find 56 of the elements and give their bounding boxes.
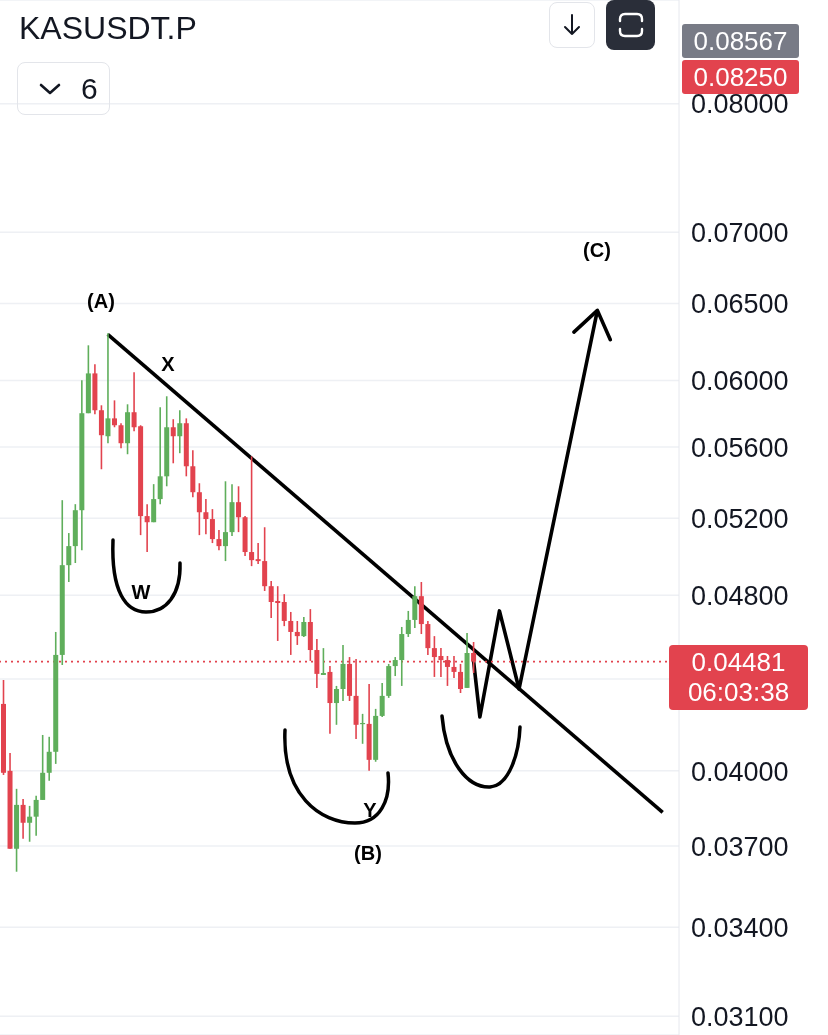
candlestick bbox=[118, 422, 124, 449]
candlestick bbox=[20, 798, 26, 840]
candlestick bbox=[222, 480, 228, 562]
candlestick bbox=[209, 508, 215, 544]
annotation: Y bbox=[363, 799, 377, 821]
candlestick bbox=[458, 663, 464, 694]
dropdown-button: 6 bbox=[17, 62, 110, 115]
candlestick bbox=[216, 529, 222, 551]
candlestick bbox=[105, 332, 111, 445]
y-tick-label: 0.03100 bbox=[691, 1001, 789, 1032]
chart-title: KASUSDT.P bbox=[19, 10, 197, 46]
y-tick-label: 0.07000 bbox=[691, 217, 789, 248]
candlestick bbox=[111, 399, 117, 429]
y-tick-label: 0.06500 bbox=[691, 289, 789, 320]
candlestick bbox=[196, 482, 202, 536]
annotation: (C) bbox=[583, 239, 611, 261]
candlestick bbox=[157, 406, 163, 505]
candlestick bbox=[281, 593, 287, 627]
annotation: 6 bbox=[81, 72, 98, 105]
annotation: X bbox=[161, 353, 175, 375]
candlestick bbox=[288, 611, 294, 656]
price-tag: 0.08250 bbox=[682, 60, 799, 94]
y-tick-label: 0.05600 bbox=[691, 432, 789, 463]
annotation: W bbox=[131, 581, 151, 603]
candlestick bbox=[333, 685, 339, 726]
y-tick-label: 0.03400 bbox=[691, 913, 789, 943]
candlestick bbox=[392, 656, 398, 677]
candlestick bbox=[412, 585, 418, 629]
y-tick-label: 0.04000 bbox=[691, 756, 789, 787]
price-tag: 0.04481 06:03:38 bbox=[669, 644, 808, 710]
candlestick bbox=[27, 805, 33, 843]
candlestick bbox=[255, 542, 261, 565]
candlestick bbox=[170, 418, 176, 465]
ref-line-label: 0.04481 bbox=[691, 646, 786, 677]
y-tick-label: 0.06000 bbox=[691, 366, 789, 397]
candlestick bbox=[301, 616, 307, 638]
candlestick bbox=[294, 620, 300, 646]
annotation: (A) bbox=[87, 290, 115, 312]
y-tick-label: 0.03700 bbox=[691, 831, 789, 862]
candlestick bbox=[66, 532, 72, 583]
candlestick bbox=[203, 498, 209, 535]
candlestick bbox=[249, 455, 255, 567]
candlestick bbox=[379, 682, 385, 718]
price-tag: 0.08567 bbox=[682, 24, 799, 58]
candlestick bbox=[46, 736, 52, 782]
candlestick bbox=[33, 794, 39, 837]
candlestick bbox=[177, 409, 183, 454]
candlestick bbox=[471, 641, 477, 674]
candlestick bbox=[236, 485, 242, 533]
candlestick bbox=[151, 483, 157, 524]
candlestick bbox=[405, 610, 411, 638]
candlestick bbox=[144, 503, 150, 553]
annotation: (B) bbox=[354, 842, 382, 864]
candlestick bbox=[320, 647, 326, 676]
y-tick-label: 0.05200 bbox=[691, 504, 789, 535]
y-tick-label: 0.04800 bbox=[691, 581, 789, 612]
